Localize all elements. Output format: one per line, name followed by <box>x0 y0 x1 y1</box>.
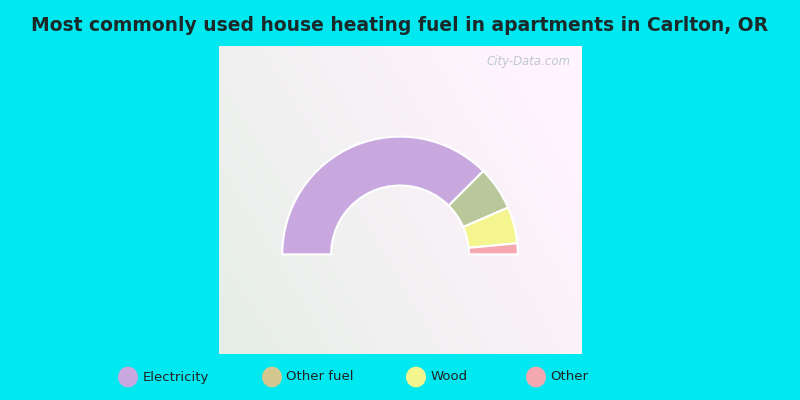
Wedge shape <box>463 208 518 248</box>
Wedge shape <box>449 171 508 227</box>
Text: Other: Other <box>550 370 588 384</box>
Text: Electricity: Electricity <box>142 370 209 384</box>
Text: City-Data.com: City-Data.com <box>486 55 570 68</box>
Text: Most commonly used house heating fuel in apartments in Carlton, OR: Most commonly used house heating fuel in… <box>31 16 769 35</box>
Text: Other fuel: Other fuel <box>286 370 354 384</box>
Wedge shape <box>469 243 518 254</box>
Text: Wood: Wood <box>430 370 467 384</box>
Ellipse shape <box>118 367 138 387</box>
Ellipse shape <box>262 367 282 387</box>
Ellipse shape <box>406 367 426 387</box>
Ellipse shape <box>526 367 546 387</box>
Wedge shape <box>282 136 483 254</box>
